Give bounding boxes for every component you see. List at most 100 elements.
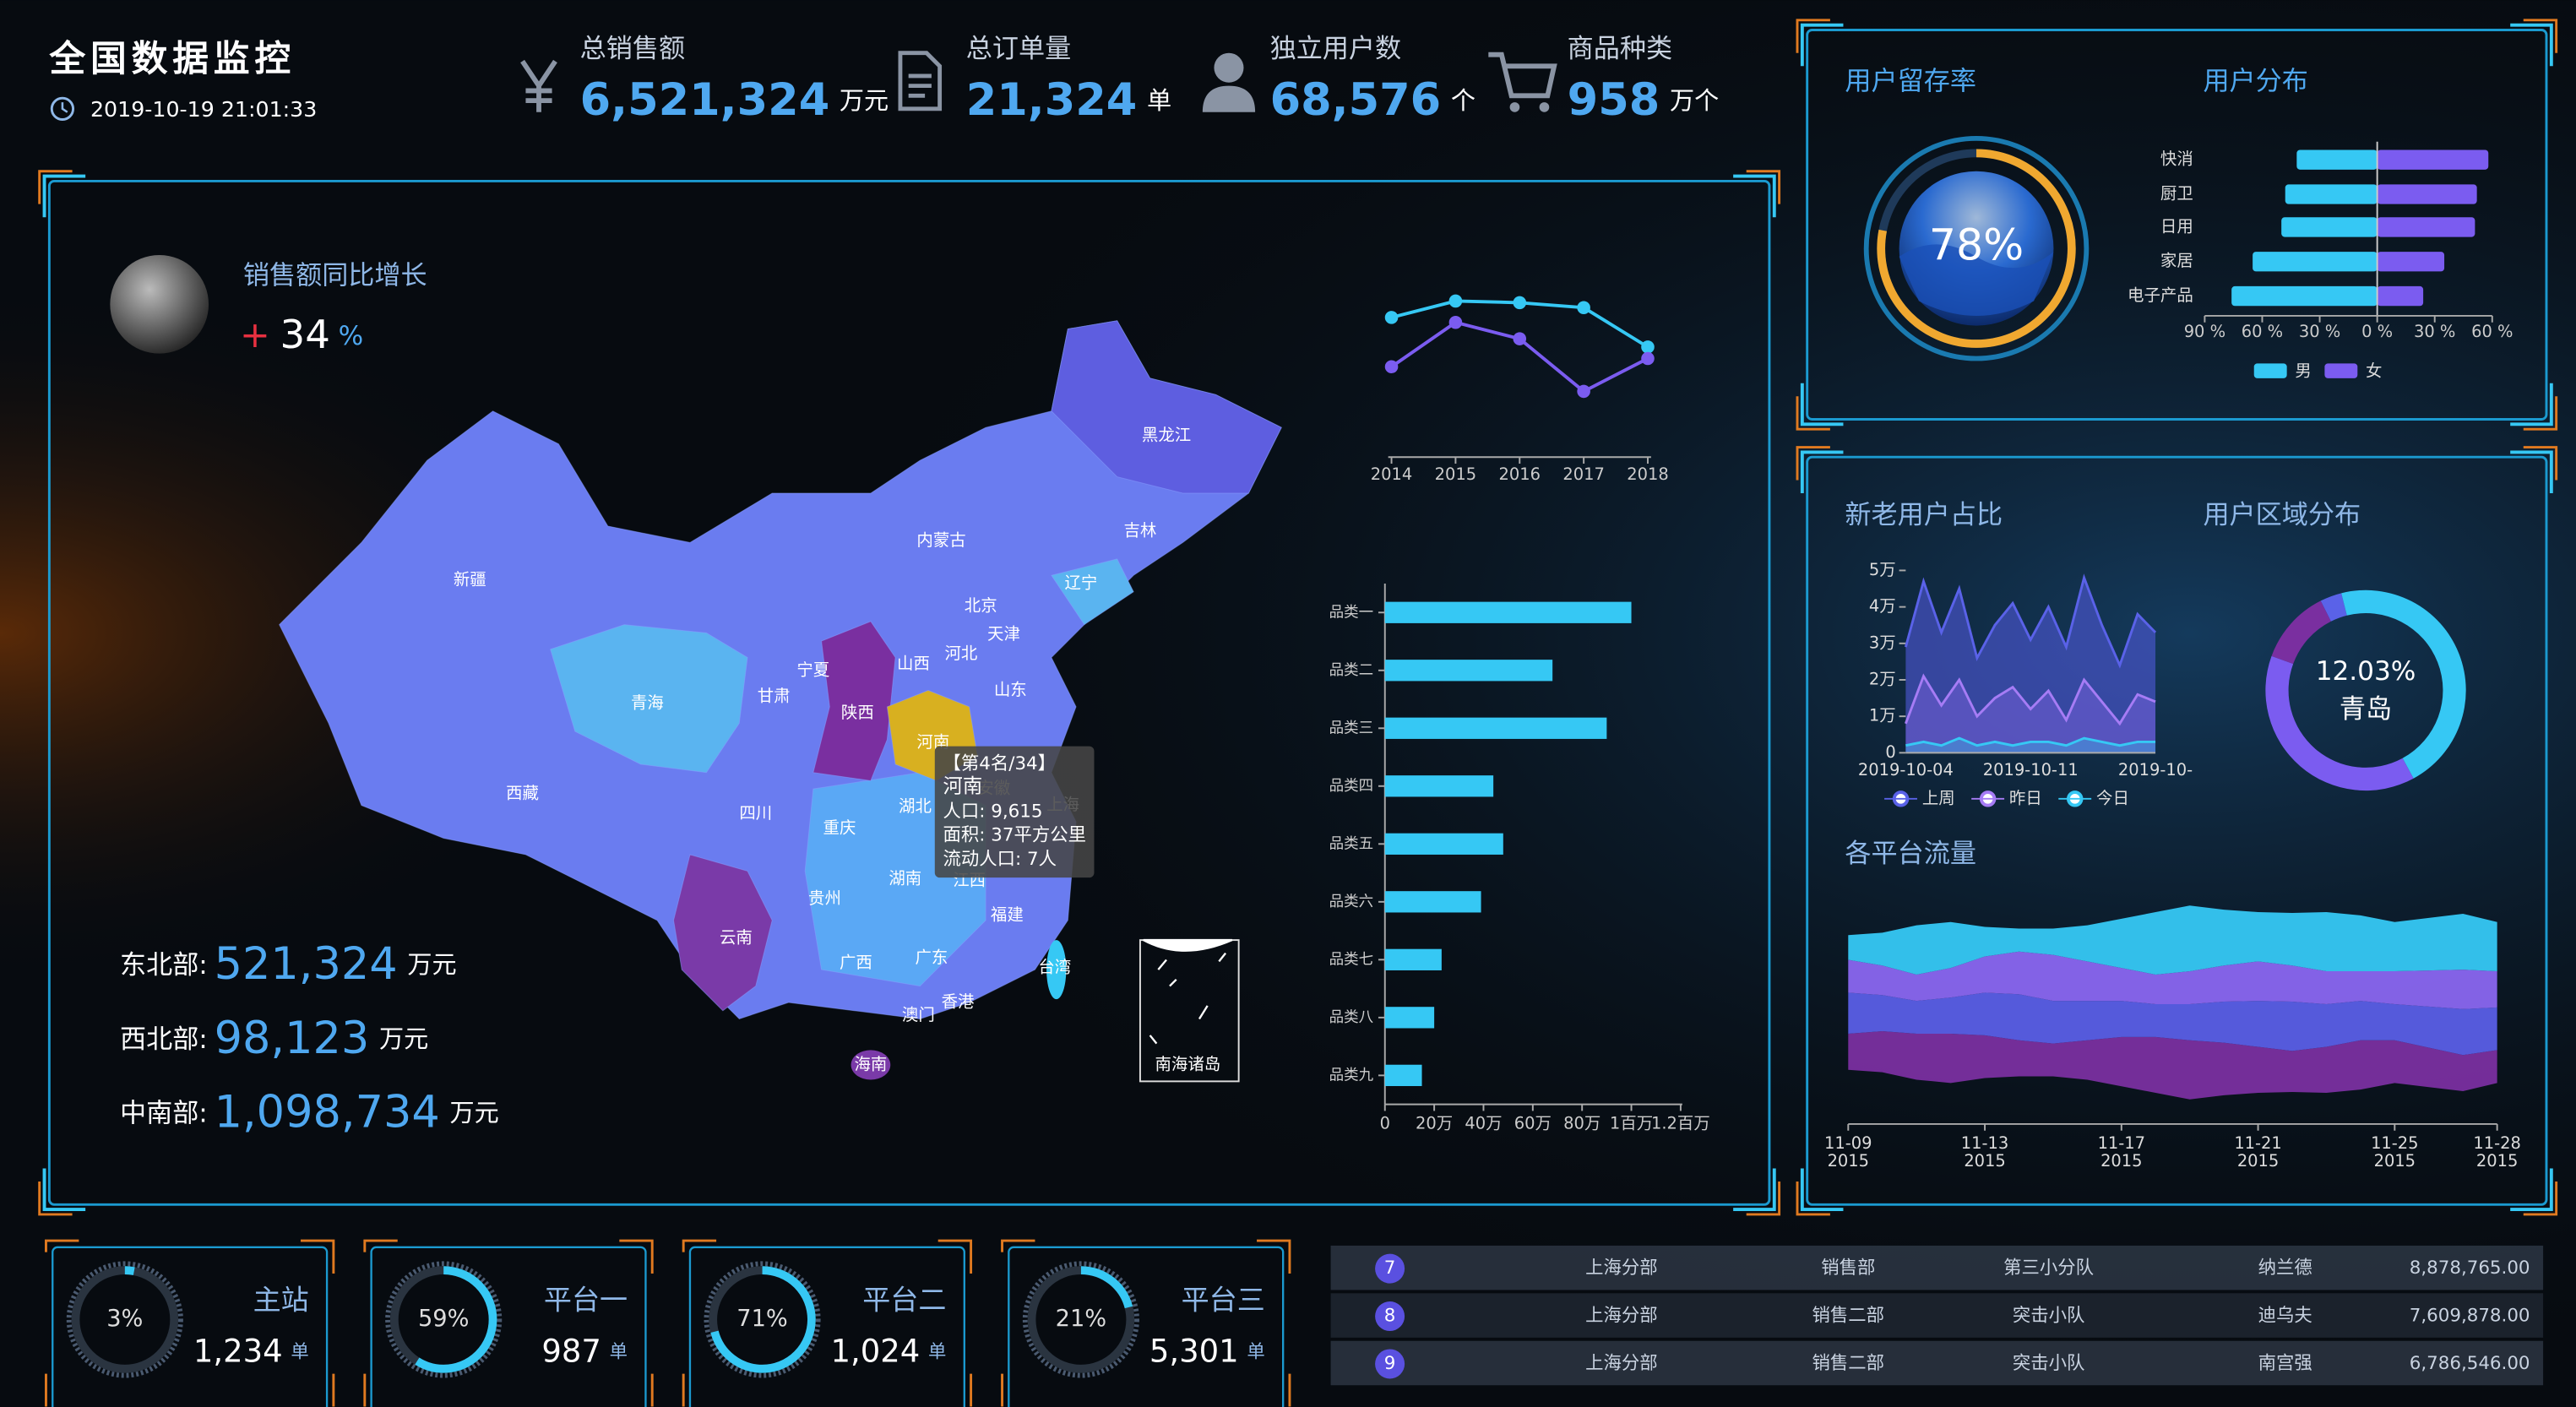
yen-icon	[520, 59, 557, 112]
x-tick-label: 2017	[1562, 464, 1604, 484]
bar	[1384, 717, 1607, 739]
province-label: 青海	[631, 693, 664, 713]
frame-corner	[2523, 396, 2558, 431]
donut-center-name: 青岛	[2340, 694, 2392, 725]
bar	[1384, 833, 1503, 855]
y-tick-label: 品类六	[1329, 894, 1374, 910]
panel-title: 用户留存率	[1845, 67, 1976, 97]
bar	[1384, 1064, 1422, 1087]
stream-layer	[1848, 1031, 2497, 1100]
platform-number: 5,301	[1149, 1333, 1239, 1369]
row-index: 7	[1384, 1258, 1396, 1279]
province-label: 甘肃	[758, 687, 791, 706]
growth-value: +34%	[240, 312, 363, 358]
x-tick-label: 11-17	[2098, 1133, 2145, 1153]
gauge-arc	[389, 1266, 497, 1373]
table-cell: 南宫强	[2258, 1353, 2312, 1374]
x-tick-label: 1.2百万	[1651, 1113, 1710, 1133]
y-tick-label: 快消	[2160, 149, 2193, 169]
card-frame	[45, 1239, 335, 1407]
donut-slice	[2320, 593, 2347, 622]
clock-icon	[61, 102, 68, 113]
row-index-badge	[1375, 1349, 1405, 1379]
platform-unit: 单	[928, 1341, 946, 1362]
bar	[2231, 285, 2378, 307]
legend-label: 上周	[1922, 788, 1955, 807]
table-cell: 8,878,765.00	[2410, 1258, 2530, 1279]
frame-corner	[1796, 19, 1830, 53]
inset-label: 南海诸岛	[1155, 1054, 1220, 1073]
y-tick-label: 品类八	[1329, 1009, 1374, 1026]
frame-corner	[1733, 174, 1776, 218]
gauge-value: 3%	[106, 1306, 143, 1332]
province-label: 吉林	[1123, 520, 1156, 540]
x-tick-label: 60 %	[2242, 322, 2283, 341]
x-tick-label: 11-25	[2371, 1133, 2418, 1153]
x-tick-year: 2015	[2237, 1151, 2279, 1171]
kpi-value: 6,521,324 万元	[580, 74, 889, 126]
province-label: 重庆	[823, 818, 856, 837]
map-province	[1051, 558, 1134, 626]
bar	[1384, 948, 1442, 970]
document-icon	[898, 51, 943, 111]
province-label: 广西	[840, 953, 872, 972]
panel-frame	[47, 179, 1771, 1206]
platform-name: 平台三	[1182, 1284, 1265, 1317]
province-label: 贵州	[808, 888, 841, 908]
gauge-arc	[1877, 149, 2076, 348]
frame-corner	[38, 1182, 73, 1216]
legend-swatch	[2253, 363, 2287, 378]
frame-corner	[1746, 170, 1781, 204]
x-tick-label: 2019-10-04	[1858, 760, 1954, 780]
y-tick-label: 品类七	[1329, 951, 1374, 968]
panel-frame	[1806, 455, 2548, 1206]
map-province	[550, 624, 748, 774]
frame-corner	[1746, 1182, 1781, 1216]
province-label: 新疆	[454, 570, 486, 589]
bar	[2377, 184, 2477, 204]
bar	[2377, 252, 2445, 272]
legend-label: 女	[2366, 361, 2382, 381]
area-line	[1905, 736, 2156, 747]
tooltip-name: 河南	[943, 774, 983, 798]
kpi-label: 总销售额	[580, 34, 685, 64]
gauge-track	[1022, 1261, 1139, 1378]
province-label: 宁夏	[796, 660, 829, 680]
province-label: 天津	[987, 624, 1020, 644]
card-border	[1008, 1246, 1285, 1407]
bar	[1384, 601, 1632, 623]
line-point	[1577, 384, 1590, 399]
table-cell: 6,786,546.00	[2410, 1353, 2530, 1374]
line-point	[1577, 301, 1590, 314]
line-point	[1384, 360, 1399, 374]
map-province	[1046, 940, 1067, 1000]
row-index-badge	[1375, 1301, 1405, 1332]
platform-value: 1,234 单	[193, 1333, 309, 1369]
region-stat: 西北部: 98,123 万元	[120, 1012, 428, 1063]
gauge-ring	[1863, 135, 2090, 361]
x-tick-label: 2014	[1371, 464, 1412, 484]
row-index-badge	[1375, 1253, 1405, 1284]
datetime: 2019-10-19 21:01:33	[90, 97, 317, 122]
province-label: 河北	[944, 644, 977, 663]
frame-corner	[2510, 23, 2553, 67]
page-title: 全国数据监控	[48, 38, 296, 80]
x-tick-label: 30 %	[2414, 322, 2455, 341]
x-tick-label: 0 %	[2361, 322, 2393, 341]
line-point	[1641, 351, 1655, 366]
area-line	[1905, 673, 2156, 726]
region-name: 西北部:	[120, 1024, 208, 1055]
gauge-arc	[709, 1266, 816, 1373]
y-tick-label: 0	[1885, 742, 1895, 762]
province-label: 台湾	[1038, 958, 1071, 977]
frame-corner	[42, 174, 86, 218]
frame-corner	[1796, 396, 1830, 431]
kpi-number: 21,324	[966, 74, 1138, 126]
province-label: 辽宁	[1064, 573, 1097, 593]
x-tick-label: 0	[1380, 1113, 1390, 1133]
panel-title: 用户区域分布	[2203, 500, 2361, 530]
table-cell: 突击小队	[2013, 1353, 2085, 1374]
table-cell: 第三小分队	[2003, 1258, 2094, 1279]
line-point	[1384, 311, 1399, 324]
cart-icon	[1509, 102, 1520, 112]
